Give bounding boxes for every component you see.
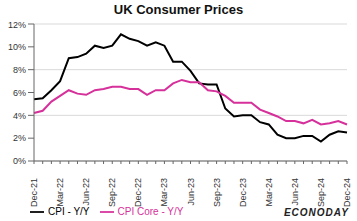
svg-text:Sep-23: Sep-23 xyxy=(212,178,222,207)
svg-text:12%: 12% xyxy=(8,20,26,30)
html-text:ECONODAY: ECONODAY xyxy=(284,207,349,218)
html-text:CPI - Y/Y: CPI - Y/Y xyxy=(48,205,90,217)
svg-text:Sep-24: Sep-24 xyxy=(316,178,326,207)
svg-text:0%: 0% xyxy=(13,156,26,166)
html-text:UK Consumer Prices: UK Consumer Prices xyxy=(113,2,244,17)
svg-text:Dec-24: Dec-24 xyxy=(342,178,349,207)
html-text:CPI Core - Y/Y: CPI Core - Y/Y xyxy=(117,205,184,217)
svg-text:Sep-22: Sep-22 xyxy=(107,178,117,207)
svg-text:8%: 8% xyxy=(13,65,26,75)
svg-text:Jun-22: Jun-22 xyxy=(81,178,91,206)
svg-text:Dec-21: Dec-21 xyxy=(29,178,39,207)
svg-text:Mar-22: Mar-22 xyxy=(55,178,65,207)
svg-text:6%: 6% xyxy=(13,88,26,98)
svg-text:Jun-24: Jun-24 xyxy=(290,178,300,206)
svg-text:Jun-23: Jun-23 xyxy=(186,178,196,206)
svg-text:4%: 4% xyxy=(13,111,26,121)
svg-text:2%: 2% xyxy=(13,133,26,143)
svg-text:Dec-23: Dec-23 xyxy=(238,178,248,207)
svg-text:Mar-24: Mar-24 xyxy=(264,178,274,207)
svg-text:10%: 10% xyxy=(8,42,26,52)
svg-text:Mar-23: Mar-23 xyxy=(159,178,169,207)
svg-text:Dec-22: Dec-22 xyxy=(133,178,143,207)
